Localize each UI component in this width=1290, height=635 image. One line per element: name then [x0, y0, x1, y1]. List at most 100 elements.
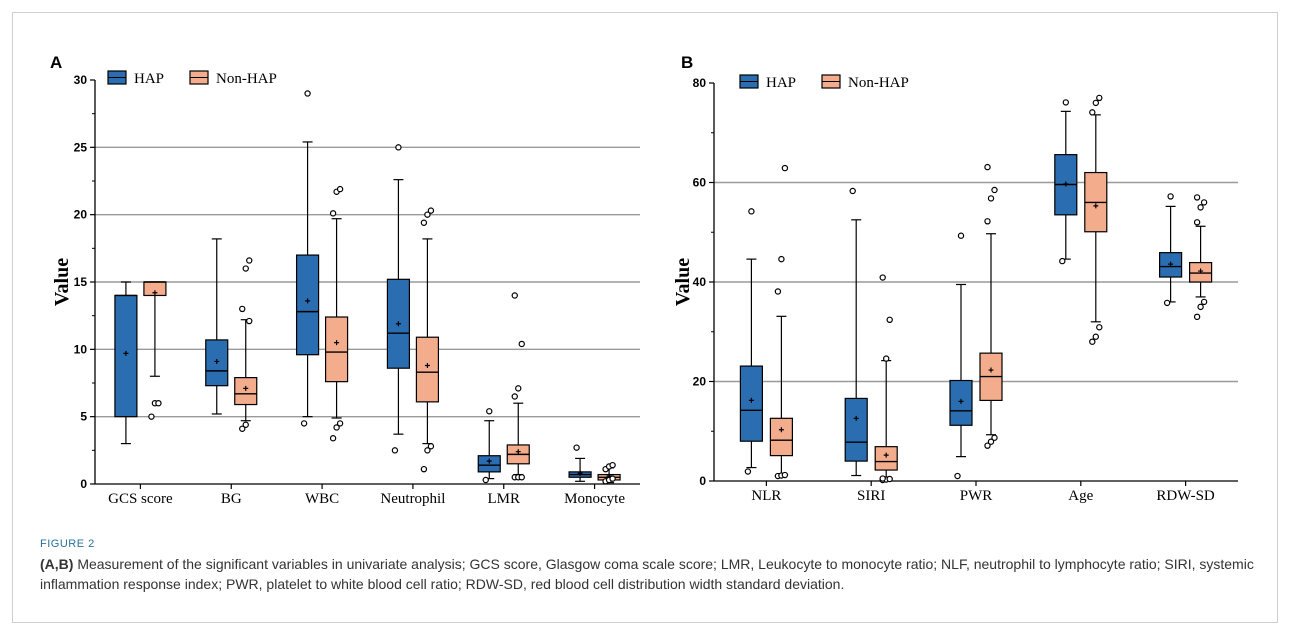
- outlier-point: [1197, 303, 1204, 311]
- box-iqr: [874, 446, 898, 471]
- panel-b: B 0 20 40 60 80 Value NLR SIRI PWR Age RDW-SD HAP Non…: [672, 53, 1238, 504]
- y-tick-label: 40: [693, 275, 707, 289]
- outlier-point: [748, 208, 755, 215]
- outlier-point: [883, 355, 890, 362]
- outlier-point: [395, 144, 402, 151]
- mean-marker: [748, 397, 754, 403]
- box-hap: [477, 408, 501, 484]
- mean-marker: [1168, 261, 1174, 267]
- mean-marker: [1198, 268, 1204, 274]
- outlier-point: [778, 255, 785, 263]
- box-non-hap: [1188, 194, 1213, 321]
- outlier-point: [1096, 324, 1103, 331]
- figure-frame: [12, 12, 1278, 623]
- y-tick-label: 20: [693, 375, 707, 389]
- x-tick-label: SIRI: [857, 488, 885, 504]
- outlier-point: [148, 413, 155, 420]
- box-non-hap: [234, 257, 258, 432]
- outlier-point: [1059, 257, 1066, 265]
- x-tick-label: Neutrophil: [380, 491, 445, 507]
- y-tick-label: 60: [693, 176, 707, 190]
- outlier-point: [849, 187, 856, 195]
- mean-marker: [123, 350, 129, 356]
- outlier-point: [515, 385, 522, 392]
- outlier-point: [879, 274, 886, 281]
- outlier-point: [957, 232, 965, 239]
- x-tick-label: WBC: [305, 491, 339, 507]
- y-axis-title: Value: [672, 258, 694, 306]
- outlier-point: [1163, 299, 1171, 307]
- mean-marker: [424, 362, 430, 368]
- outlier-point: [886, 316, 893, 324]
- x-tick-label: BG: [221, 491, 242, 507]
- outlier-point: [1089, 338, 1096, 345]
- outlier-point: [1200, 199, 1208, 206]
- panel-a: A 0 5 10 15 20 25 30 Value GCS score BG WBC Neutroph…: [50, 53, 640, 507]
- outlier-point: [329, 435, 337, 442]
- outlier-point: [242, 421, 249, 428]
- mean-marker: [395, 321, 401, 327]
- legend-label-hap: HAP: [134, 71, 164, 87]
- box-iqr: [415, 336, 440, 403]
- outlier-point: [427, 443, 435, 450]
- y-tick-label: 5: [80, 410, 87, 424]
- x-tick-label: NLR: [751, 488, 781, 504]
- mean-marker: [1063, 181, 1069, 187]
- outlier-point: [987, 438, 995, 445]
- mean-marker: [778, 427, 784, 433]
- box-iqr: [324, 316, 349, 383]
- outlier-point: [1062, 99, 1070, 106]
- x-tick-label: PWR: [960, 488, 993, 504]
- box-hap: [1158, 193, 1183, 307]
- legend: HAP Non-HAP: [107, 70, 277, 87]
- outlier-point: [333, 424, 340, 431]
- box-iqr: [769, 417, 794, 457]
- box-non-hap: [415, 207, 440, 473]
- box-iqr: [739, 365, 764, 442]
- outlier-point: [336, 420, 344, 427]
- outlier-point: [300, 420, 308, 427]
- box-hap: [739, 208, 764, 475]
- mean-marker: [486, 458, 492, 464]
- mean-marker: [305, 298, 311, 304]
- outlier-point: [1193, 313, 1201, 321]
- box-iqr: [114, 294, 138, 418]
- outlier-point: [1089, 109, 1096, 116]
- outlier-point: [424, 447, 431, 454]
- y-axis-title: Value: [51, 258, 73, 306]
- x-tick-label: RDW-SD: [1156, 488, 1215, 504]
- outlier-point: [155, 400, 162, 407]
- outlier-point: [1092, 99, 1100, 107]
- outlier-point: [886, 475, 893, 483]
- box-non-hap: [1084, 94, 1108, 345]
- outlier-point: [954, 472, 961, 480]
- outlier-point: [242, 265, 249, 272]
- outlier-point: [518, 474, 525, 481]
- box-hap: [295, 90, 320, 427]
- outlier-point: [984, 442, 991, 449]
- box-hap: [1054, 99, 1078, 265]
- mean-marker: [577, 470, 583, 476]
- outlier-point: [984, 163, 991, 171]
- mean-marker: [152, 290, 158, 296]
- panel-letter: A: [50, 53, 62, 72]
- box-non-hap: [506, 292, 530, 481]
- outlier-point: [420, 465, 428, 473]
- outlier-point: [987, 195, 995, 202]
- figure-charts: A 0 5 10 15 20 25 30 Value GCS score BG WBC Neutroph…: [50, 53, 1238, 507]
- box-hap: [205, 238, 229, 415]
- mean-marker: [988, 367, 994, 373]
- outlier-point: [1197, 204, 1204, 211]
- legend-label-non-hap: Non-HAP: [216, 71, 277, 87]
- box-non-hap: [769, 164, 794, 480]
- outlier-point: [744, 468, 752, 475]
- box-iqr: [477, 455, 501, 473]
- x-tick-label: Monocyte: [564, 491, 625, 507]
- figure-caption: FIGURE 2 (A,B) Measurement of the signif…: [40, 538, 1260, 594]
- box-non-hap: [597, 461, 621, 485]
- outlier-point: [573, 444, 580, 451]
- box-iqr: [234, 377, 258, 406]
- outlier-point: [1200, 298, 1208, 306]
- box-non-hap: [874, 274, 898, 484]
- outlier-point: [336, 185, 344, 193]
